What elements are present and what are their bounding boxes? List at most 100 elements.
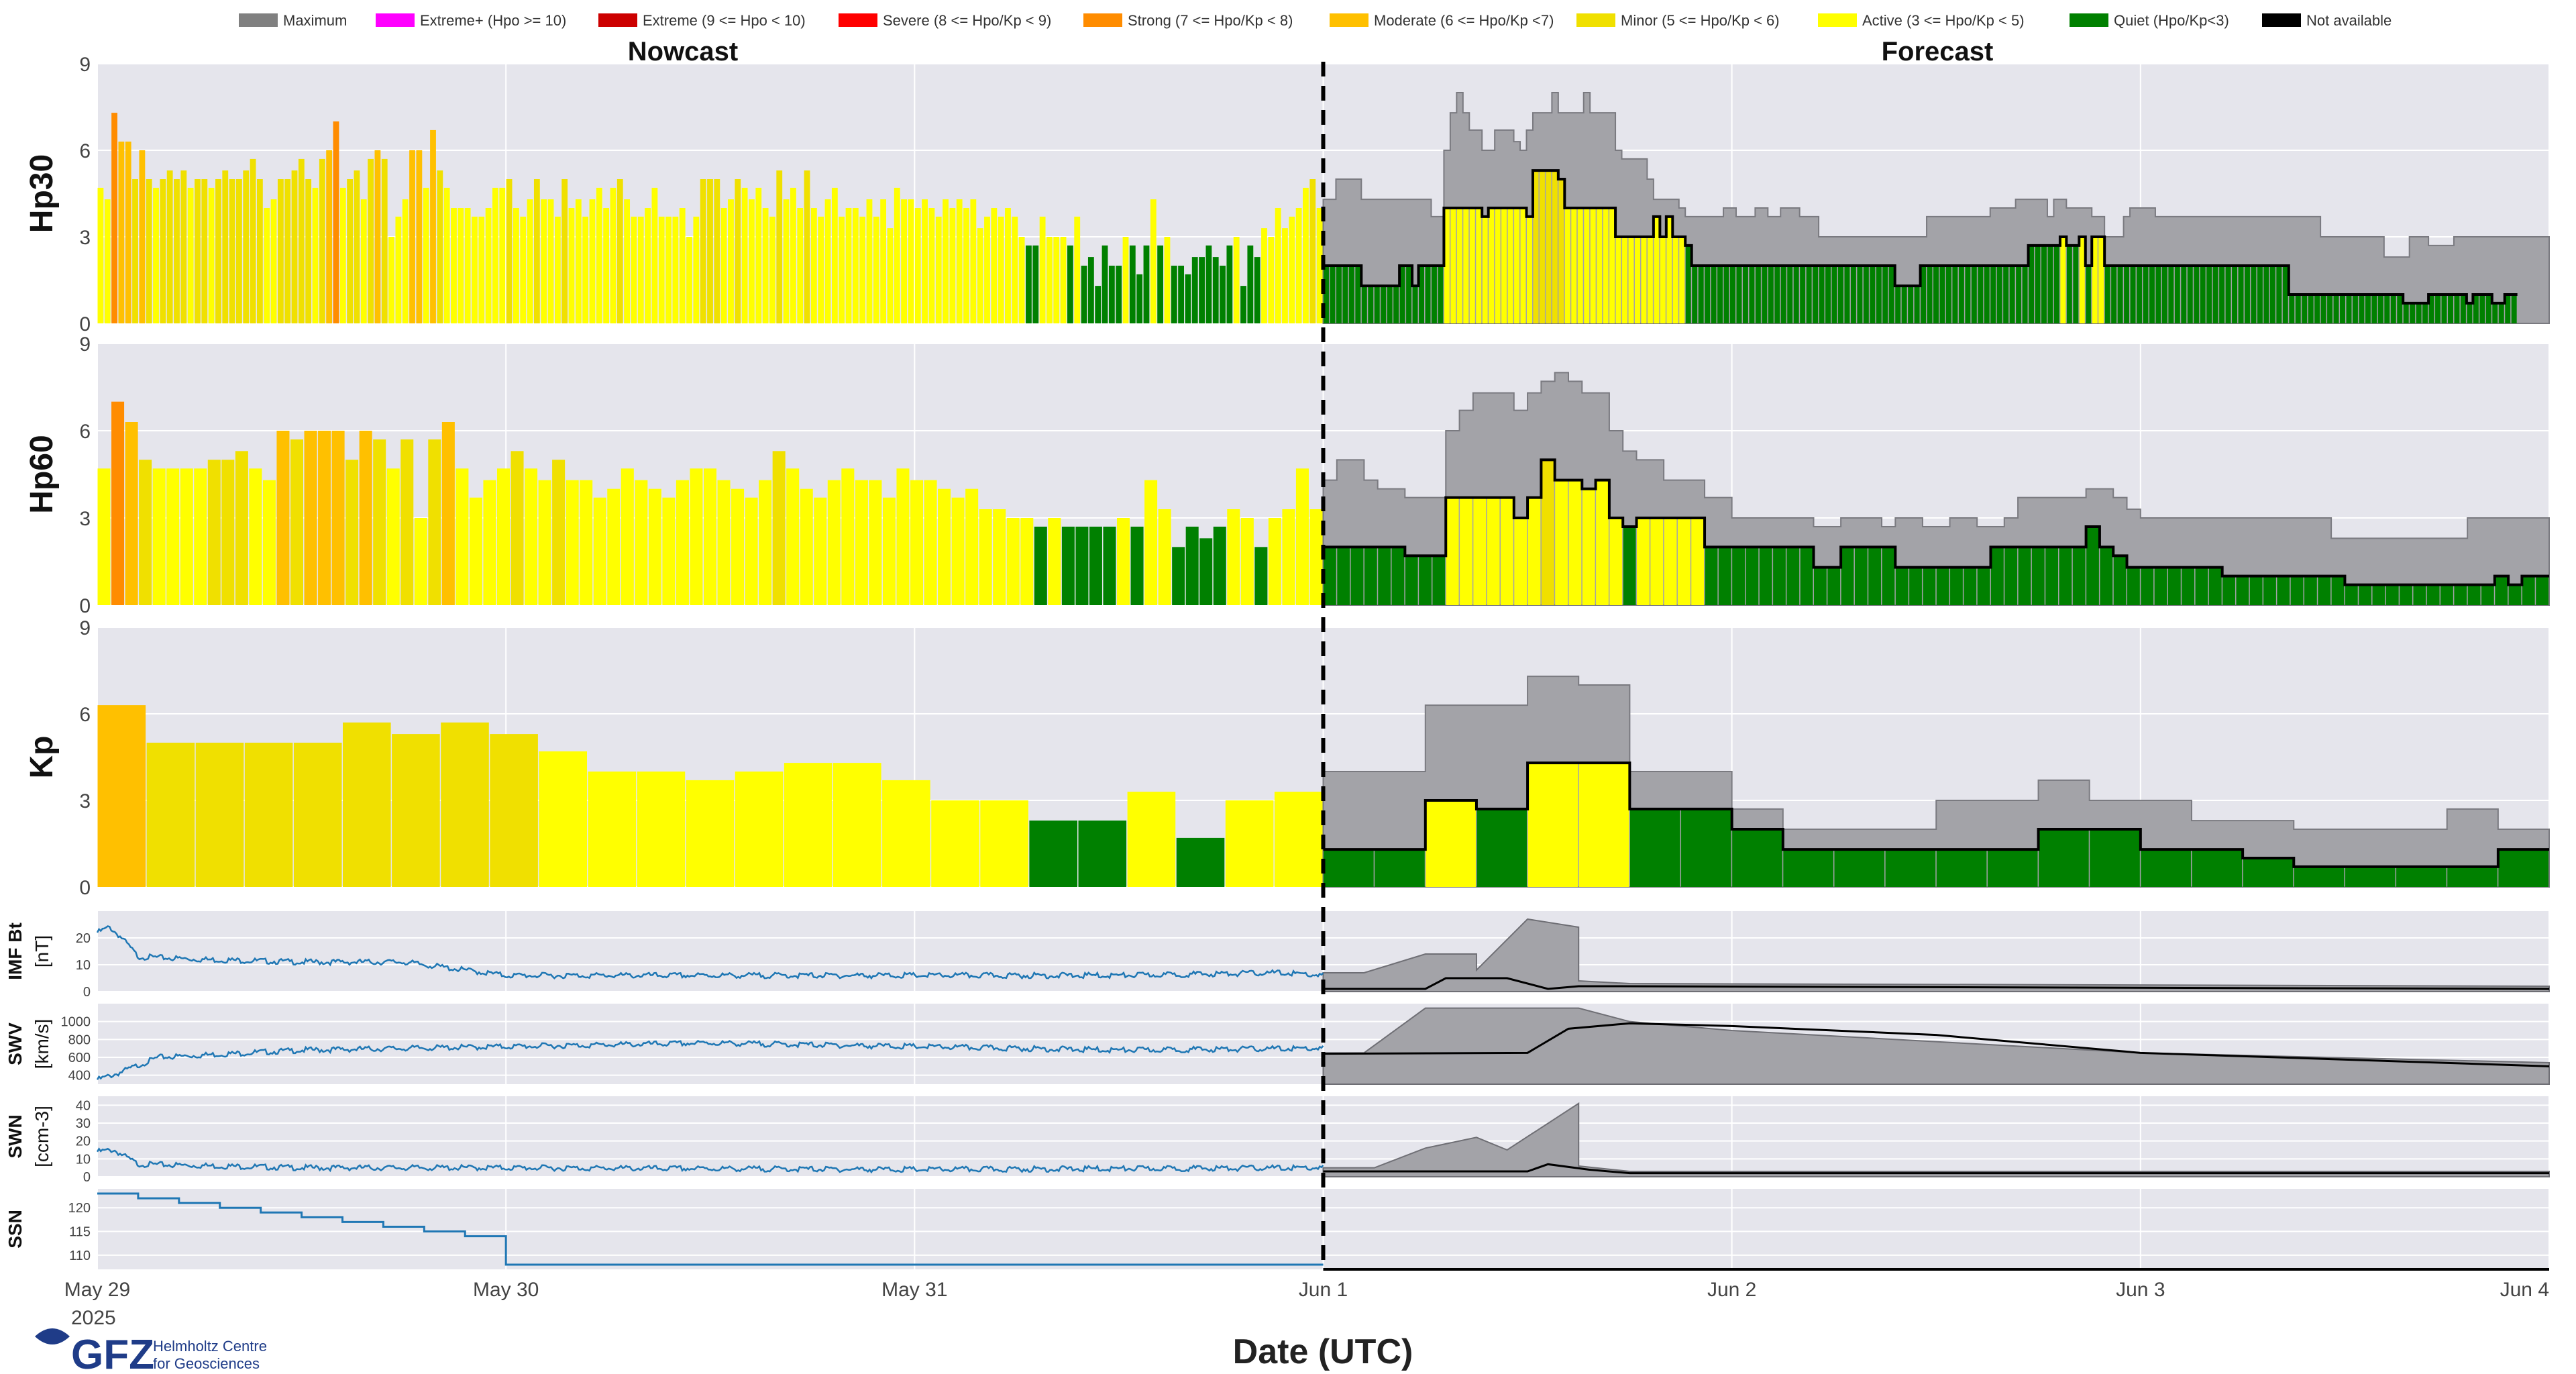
hp30-nowcast-bar-18 — [222, 170, 229, 323]
hp30-forecast-bar-7 — [1368, 286, 1374, 323]
hp60-nowcast-bar-20 — [373, 439, 386, 605]
hp30-forecast-bar-47 — [1622, 237, 1628, 323]
hp30-nowcast-bar-123 — [949, 208, 956, 323]
kp-forecast-bar-5 — [1578, 763, 1629, 887]
hp30-nowcast-bar-119 — [922, 199, 928, 323]
hp30-nowcast-bar-9 — [160, 179, 166, 323]
hp30-nowcast-bar-105 — [824, 199, 831, 323]
hp60-nowcast-bar-22 — [400, 439, 414, 605]
hp60-nowcast-bar-63 — [965, 488, 979, 605]
hp60-nowcast-bar-77 — [1158, 509, 1171, 605]
hp30-nowcast-bar-10 — [166, 170, 173, 323]
hp60-ytick-3: 9 — [79, 333, 91, 356]
hp60-forecast-bar-9 — [1446, 497, 1459, 605]
hp60-nowcast-bar-38 — [621, 468, 634, 605]
x-tick-1: May 30 — [473, 1279, 539, 1301]
hp60-nowcast-bar-57 — [882, 497, 896, 605]
hp60-nowcast-bar-48 — [759, 480, 772, 605]
forecast-title: Forecast — [1882, 37, 1994, 66]
hp30-nowcast-bar-89 — [714, 179, 720, 323]
hp30-nowcast-bar-139 — [1060, 237, 1067, 323]
hp30-forecast-bar-5 — [1355, 266, 1361, 323]
hp30-nowcast-bar-98 — [776, 170, 783, 323]
hp30-nowcast-bar-157 — [1185, 274, 1191, 323]
hp30-forecast-bar-27 — [1495, 208, 1501, 323]
hp30-forecast-bar-131 — [2155, 266, 2161, 323]
hp60-nowcast-bar-16 — [318, 431, 331, 605]
hp30-nowcast-bar-141 — [1074, 216, 1081, 323]
hp30-nowcast-bar-162 — [1220, 266, 1226, 323]
hp60-nowcast-bar-83 — [1240, 518, 1254, 605]
hp30-forecast-bar-153 — [2295, 295, 2301, 323]
swn-forecast-median-line — [1323, 1163, 2549, 1175]
hp30-forecast-bar-161 — [2346, 295, 2352, 323]
hp30-forecast-bar-144 — [2238, 266, 2244, 323]
hp30-forecast-bar-117 — [2066, 245, 2072, 323]
hp30-forecast-bar-92 — [1908, 286, 1914, 323]
hp30-nowcast-bar-81 — [658, 216, 665, 323]
hp30-nowcast-bar-87 — [700, 179, 706, 323]
hp30-forecast-bar-176 — [2441, 295, 2447, 323]
hp30-nowcast-bar-83 — [672, 216, 679, 323]
kp-nowcast-bar-4 — [293, 743, 342, 887]
hp30-nowcast-bar-69 — [575, 199, 582, 323]
hp30-nowcast-bar-91 — [728, 199, 734, 323]
hp30-forecast-bar-14 — [1412, 286, 1418, 323]
hp60-forecast-bar-58 — [2113, 556, 2127, 605]
hp30-forecast-bar-138 — [2200, 266, 2206, 323]
hp30-nowcast-bar-95 — [755, 187, 762, 323]
hp30-forecast-bar-49 — [1634, 237, 1640, 323]
hp60-forecast-bar-36 — [1814, 567, 1827, 605]
kp-forecast-bar-4 — [1527, 763, 1578, 887]
hp60-forecast-bar-66 — [2222, 576, 2235, 605]
hp60-forecast-bar-73 — [2318, 576, 2331, 605]
hp30-nowcast-bar-74 — [610, 187, 616, 323]
hp30-forecast-bar-139 — [2206, 266, 2212, 323]
swn-ytick-1: 10 — [76, 1152, 91, 1167]
hp30-nowcast-bar-134 — [1026, 245, 1032, 323]
hp60-nowcast-bar-1 — [111, 401, 125, 605]
hp30-nowcast-bar-17 — [215, 179, 221, 323]
imf-forecast-median-line — [1323, 977, 2550, 990]
hp30-nowcast-bar-155 — [1171, 266, 1177, 323]
hp30-nowcast-bar-49 — [437, 170, 443, 323]
hp30-forecast-bar-93 — [1914, 286, 1920, 323]
hp30-nowcast-bar-127 — [977, 228, 983, 323]
hp30-nowcast-bar-36 — [347, 179, 354, 323]
hp60-nowcast-bar-39 — [635, 480, 648, 605]
hp30-forecast-bar-39 — [1571, 208, 1577, 323]
hp30-forecast-bar-134 — [2174, 266, 2180, 323]
hp30-nowcast-bar-104 — [818, 216, 824, 323]
kp-nowcast-bar-11 — [637, 772, 686, 887]
hp30-forecast-bar-99 — [1952, 266, 1958, 323]
hp60-nowcast-bar-54 — [841, 468, 855, 605]
hp60-forecast-bar-75 — [2345, 584, 2358, 605]
hp30-forecast-bar-179 — [2460, 295, 2466, 323]
hp30-forecast-bar-11 — [1393, 286, 1399, 323]
hp30-nowcast-bar-15 — [201, 179, 208, 323]
hp30-forecast-bar-154 — [2302, 295, 2308, 323]
hp30-ytick-0: 0 — [79, 313, 91, 335]
hp30-nowcast-bar-174 — [1303, 187, 1309, 323]
hp30-forecast-bar-23 — [1469, 208, 1475, 323]
hp30-forecast-bar-152 — [2289, 295, 2295, 323]
kp-ytick-0: 0 — [79, 877, 91, 899]
hp30-nowcast-bar-125 — [963, 208, 969, 323]
ssn-ytick-1: 115 — [69, 1225, 91, 1240]
kp-forecast-bar-14 — [2039, 829, 2089, 887]
hp30-forecast-bar-135 — [2181, 266, 2187, 323]
hp30-forecast-bar-155 — [2308, 295, 2314, 323]
hp60-forecast-bar-63 — [2182, 567, 2195, 605]
hp30-nowcast-bar-164 — [1233, 237, 1240, 323]
hp30-forecast-bar-77 — [1813, 266, 1819, 323]
hp60-forecast-bar-74 — [2331, 576, 2345, 605]
hp60-forecast-bar-85 — [2481, 584, 2494, 605]
hp30-forecast-bar-132 — [2161, 266, 2167, 323]
kp-nowcast-bar-19 — [1029, 821, 1077, 887]
hp30-nowcast-bar-7 — [146, 179, 152, 323]
hp30-forecast-bar-170 — [2403, 303, 2409, 323]
hp30-forecast-bar-68 — [1755, 266, 1761, 323]
kp-nowcast-bar-8 — [490, 734, 538, 887]
ssn-ytick-2: 120 — [68, 1201, 91, 1216]
hp60-nowcast-bar-68 — [1034, 527, 1047, 605]
